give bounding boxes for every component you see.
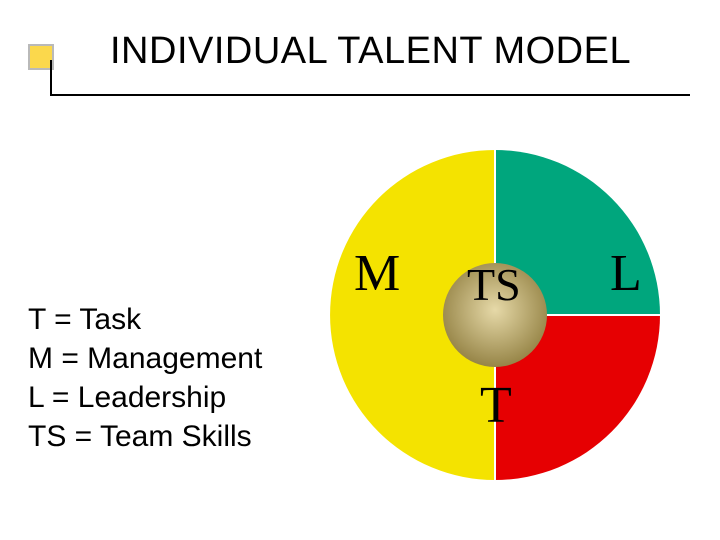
legend-item: L = Leadership [28, 378, 262, 417]
legend-item: TS = Team Skills [28, 417, 262, 456]
pie-chart: M L T TS [330, 150, 660, 480]
legend: T = Task M = Management L = Leadership T… [28, 300, 262, 456]
slice-label-l: L [610, 248, 642, 300]
legend-item: T = Task [28, 300, 262, 339]
center-label-ts: TS [467, 262, 521, 308]
legend-item: M = Management [28, 339, 262, 378]
page-title: INDIVIDUAL TALENT MODEL [110, 30, 631, 73]
slice-label-t: T [480, 380, 512, 432]
title-underline-vertical [50, 60, 52, 94]
slice-label-m: M [354, 248, 400, 300]
slide: INDIVIDUAL TALENT MODEL T = Task M = Man… [0, 0, 720, 540]
title-underline-horizontal [50, 94, 690, 96]
